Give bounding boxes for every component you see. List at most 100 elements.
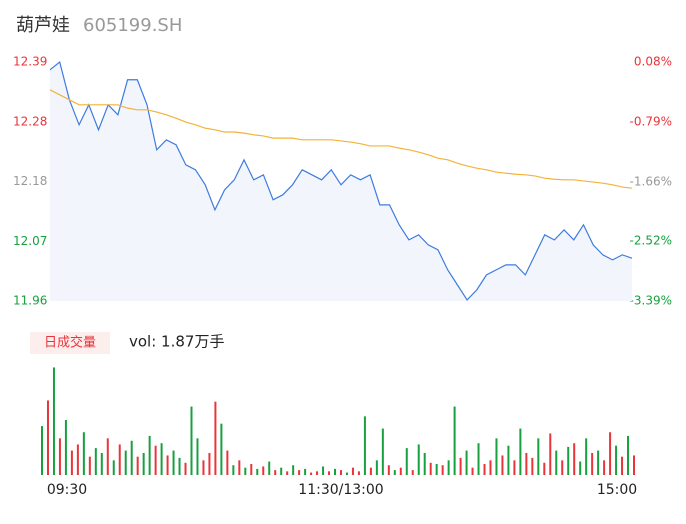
volume-bar (190, 406, 193, 475)
volume-summary: vol: 1.87万手 (129, 333, 224, 351)
volume-bar (76, 444, 79, 475)
y2-tick-label: -0.79% (630, 114, 672, 128)
volume-bar (214, 401, 217, 475)
volume-bar (357, 471, 360, 475)
volume-bar (525, 453, 528, 475)
volume-bar (58, 438, 61, 475)
volume-bar (501, 455, 504, 475)
volume-bar (375, 460, 378, 475)
volume-bar (226, 450, 229, 475)
y2-tick-label: -2.52% (630, 234, 672, 248)
volume-bar (573, 443, 576, 475)
volume-bar (334, 468, 337, 475)
volume-bar (507, 445, 510, 475)
volume-bar (112, 460, 115, 475)
volume-bar (339, 470, 342, 475)
volume-bar (411, 470, 414, 475)
volume-bar (256, 468, 259, 475)
volume-bar (160, 443, 163, 475)
volume-bar (585, 438, 588, 475)
volume-bar (447, 460, 450, 475)
volume-bar (405, 448, 408, 475)
volume-title: 日成交量 (44, 335, 96, 351)
volume-bar (274, 470, 277, 475)
y2-tick-label: -1.66% (630, 174, 672, 188)
volume-bar (202, 460, 205, 475)
volume-bar (292, 465, 295, 475)
volume-bar (94, 448, 97, 475)
volume-tag (30, 332, 110, 354)
volume-bar (621, 456, 624, 475)
volume-bar (345, 472, 348, 475)
volume-bar (543, 462, 546, 475)
volume-bar (429, 462, 432, 475)
volume-bar (148, 435, 151, 475)
volume-bar (322, 466, 325, 475)
volume-bar (387, 465, 390, 475)
volume-bar (136, 456, 139, 475)
volume-bar (477, 443, 480, 475)
volume-bar (597, 450, 600, 475)
volume-bar (513, 460, 516, 475)
volume-bar (220, 423, 223, 475)
volume-bar (268, 461, 271, 475)
volume-bar (184, 462, 187, 475)
volume-bar (328, 471, 331, 475)
volume-bar (537, 438, 540, 475)
volume-bar (100, 453, 103, 475)
volume-bar (483, 464, 486, 475)
volume-bar (549, 433, 552, 475)
y-tick-label: 12.07 (13, 234, 47, 248)
volume-bar (124, 450, 127, 475)
volume-bar (561, 460, 564, 475)
volume-bar (363, 416, 366, 475)
volume-bar (399, 467, 402, 475)
volume-bar (208, 453, 211, 475)
volume-bar (166, 455, 169, 475)
average-line (49, 89, 633, 189)
volume-bar (298, 470, 301, 475)
volume-bar (351, 467, 354, 475)
volume-bar (52, 367, 55, 475)
price-area (50, 62, 632, 301)
volume-bar (591, 453, 594, 475)
volume-bar (88, 456, 91, 475)
y-tick-label: 11.96 (13, 294, 47, 308)
volume-bar (441, 465, 444, 475)
volume-bar (70, 450, 73, 475)
volume-bar (381, 428, 384, 475)
volume-bar (41, 426, 43, 475)
volume-bar (609, 432, 612, 475)
price-line (49, 60, 633, 301)
stock-name: 葫芦娃 (16, 15, 70, 36)
volume-bar (244, 467, 247, 475)
volume-bar (118, 444, 121, 475)
volume-bar (142, 453, 145, 475)
volume-bar (453, 406, 456, 475)
volume-bar (489, 460, 492, 475)
volume-bar (417, 444, 420, 475)
volume-bar (286, 471, 289, 475)
volume-bar (232, 465, 235, 475)
y2-tick-label: -3.39% (630, 294, 672, 308)
x-tick-label: 15:00 (597, 482, 637, 498)
volume-bar (280, 467, 283, 475)
volume-bar (459, 457, 462, 475)
volume-bar (423, 453, 426, 475)
volume-bar (82, 432, 85, 475)
volume-bar (633, 455, 635, 475)
volume-bar (250, 464, 253, 475)
volume-bar (304, 468, 307, 475)
volume-bar (154, 445, 157, 475)
y-tick-label: 12.28 (13, 114, 47, 128)
volume-bar (465, 450, 468, 475)
x-tick-label: 11:30/13:00 (298, 482, 383, 498)
volume-bar (196, 438, 199, 475)
y2-tick-label: 0.08% (634, 55, 672, 69)
volume-bar (495, 438, 498, 475)
y-tick-label: 12.18 (13, 174, 47, 188)
volume-bar (238, 460, 241, 475)
volume-bar (627, 435, 630, 475)
volume-bar (531, 457, 534, 475)
volume-bar (262, 466, 265, 475)
